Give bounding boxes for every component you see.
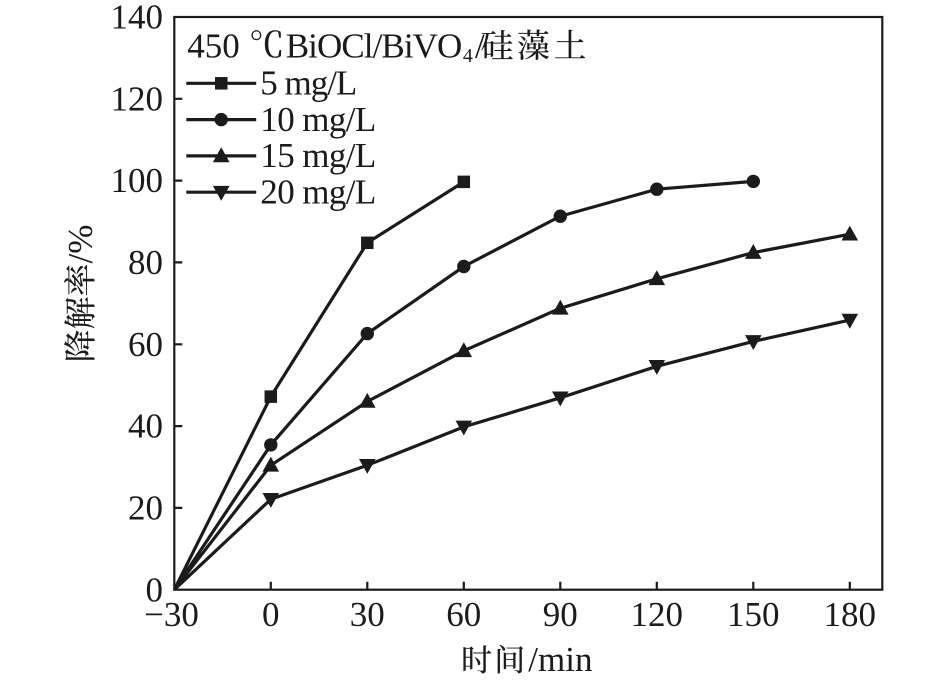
- svg-text:180: 180: [824, 595, 877, 634]
- svg-text:/%: /%: [61, 225, 100, 264]
- svg-text:/min: /min: [528, 640, 592, 679]
- svg-text:4: 4: [463, 45, 473, 67]
- svg-text:40: 40: [128, 407, 163, 446]
- svg-text:60: 60: [446, 595, 481, 634]
- svg-text:20 mg/L: 20 mg/L: [260, 173, 376, 212]
- svg-text:150: 150: [727, 595, 780, 634]
- svg-text:450: 450: [187, 26, 240, 65]
- svg-text:20: 20: [128, 489, 163, 528]
- svg-text:0: 0: [262, 595, 280, 634]
- svg-text:0: 0: [146, 570, 164, 609]
- svg-text:BiOCl/BiVO: BiOCl/BiVO: [286, 26, 463, 65]
- svg-text:80: 80: [128, 243, 163, 282]
- svg-text:30: 30: [350, 595, 385, 634]
- svg-text:/: /: [475, 26, 485, 65]
- svg-text:120: 120: [631, 595, 684, 634]
- svg-text:120: 120: [111, 79, 164, 118]
- svg-text:−30: −30: [144, 595, 199, 634]
- svg-text:15 mg/L: 15 mg/L: [260, 136, 376, 175]
- svg-text:10 mg/L: 10 mg/L: [260, 100, 376, 139]
- svg-text:100: 100: [111, 161, 164, 200]
- svg-text:90: 90: [543, 595, 578, 634]
- svg-text:60: 60: [128, 325, 163, 364]
- svg-text:140: 140: [111, 0, 164, 37]
- svg-text:5 mg/L: 5 mg/L: [260, 64, 357, 103]
